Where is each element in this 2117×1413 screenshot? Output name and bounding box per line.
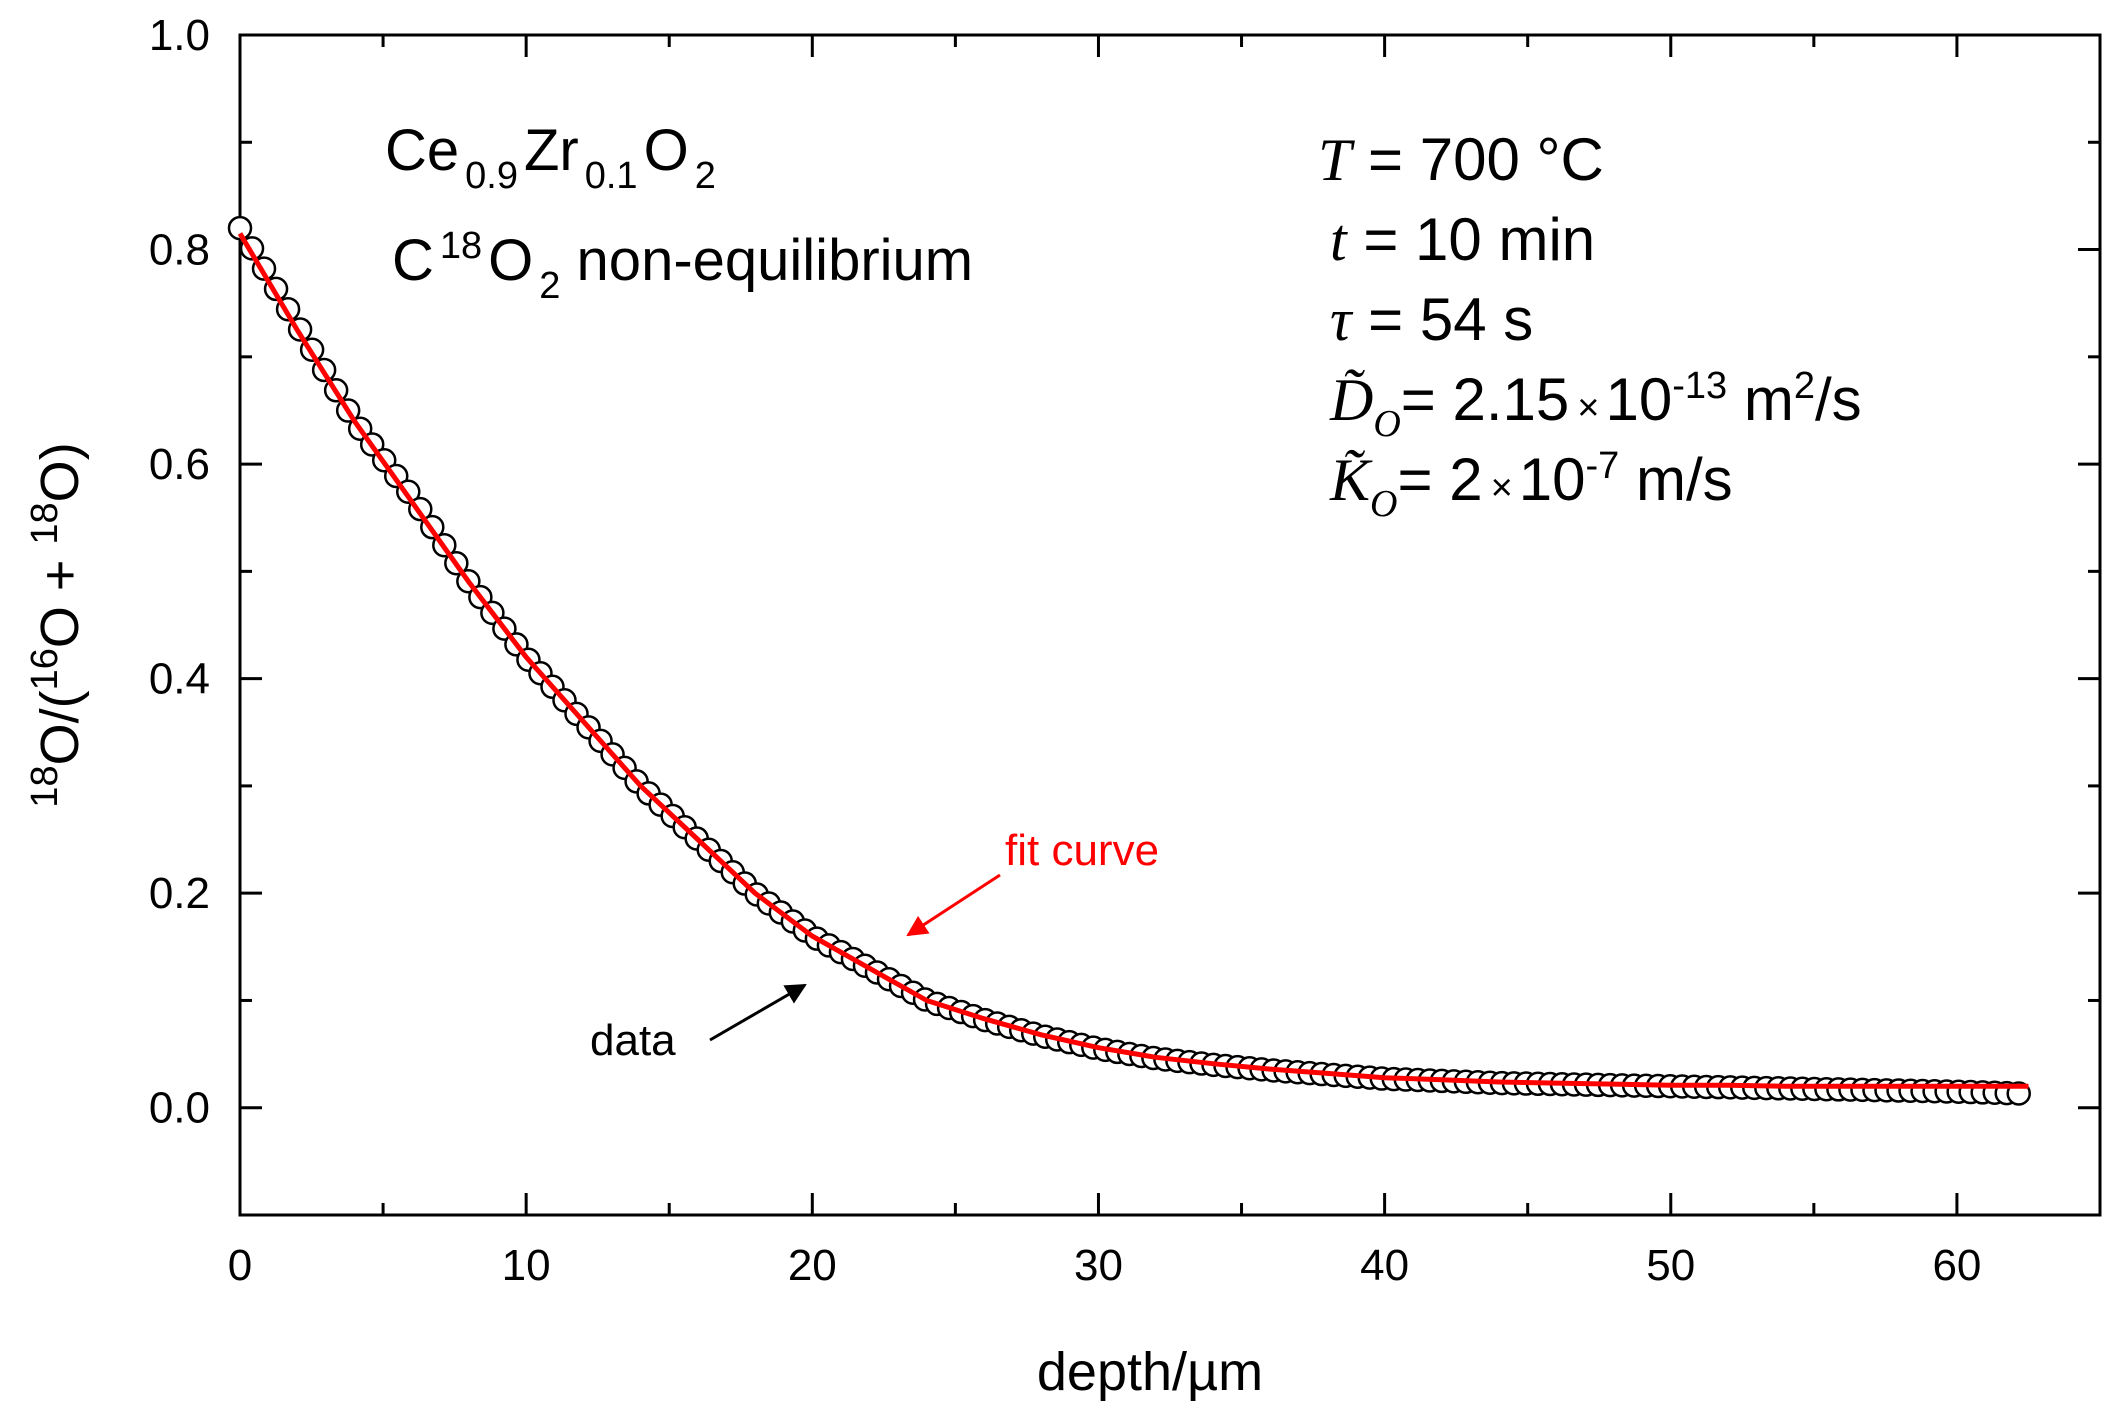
data-arrow bbox=[709, 983, 807, 1042]
x-tick-label: 30 bbox=[1074, 1241, 1123, 1290]
x-tick-label: 50 bbox=[1646, 1241, 1695, 1290]
material-annotation: Ce 0.9 Zr 0.1 O 2 bbox=[385, 118, 716, 197]
x-axis-title: depth/µm bbox=[1037, 1342, 1263, 1402]
x-tick-label: 40 bbox=[1360, 1241, 1409, 1290]
y-tick-label: 0.4 bbox=[149, 655, 210, 704]
x-tick-label: 0 bbox=[228, 1241, 252, 1290]
y-tick-label: 0.2 bbox=[149, 869, 210, 918]
temperature-param: T = 700 °C bbox=[1318, 126, 1604, 193]
fit-curve-arrow bbox=[906, 873, 1001, 937]
fit-curve-label: fit curve bbox=[1005, 826, 1159, 875]
plot-frame bbox=[238, 33, 2102, 1217]
tau-param: τ = 54 s bbox=[1330, 286, 1533, 353]
y-tick-label: 0.8 bbox=[149, 226, 210, 275]
y-axis-title: 18O/(16O + 18O) bbox=[24, 442, 90, 807]
y-tick-label: 0.6 bbox=[149, 440, 210, 489]
y-tick-label: 1.0 bbox=[149, 11, 210, 60]
data-series bbox=[227, 215, 2031, 1106]
x-tick-label: 60 bbox=[1932, 1241, 1981, 1290]
time-param: t = 10 min bbox=[1330, 206, 1595, 273]
gas-annotation: C 18 O 2 non-equilibrium bbox=[392, 225, 973, 307]
x-tick-label: 10 bbox=[502, 1241, 551, 1290]
x-tick-label: 20 bbox=[788, 1241, 837, 1290]
data-point bbox=[227, 215, 253, 241]
diffusion-param: D̃O= 2.15 × 10-13 m2/s bbox=[1329, 365, 1862, 445]
data-label: data bbox=[590, 1016, 676, 1065]
surface-exchange-param: K̃O= 2 × 10-7 m/s bbox=[1329, 445, 1733, 525]
fit-curve-line bbox=[237, 232, 2029, 1089]
axis-ticks: 0 10 20 30 40 50 60 0.0 0.2 0.4 0.6 0.8 1.0 bbox=[149, 11, 2100, 1290]
y-tick-label: 0.0 bbox=[149, 1084, 210, 1133]
